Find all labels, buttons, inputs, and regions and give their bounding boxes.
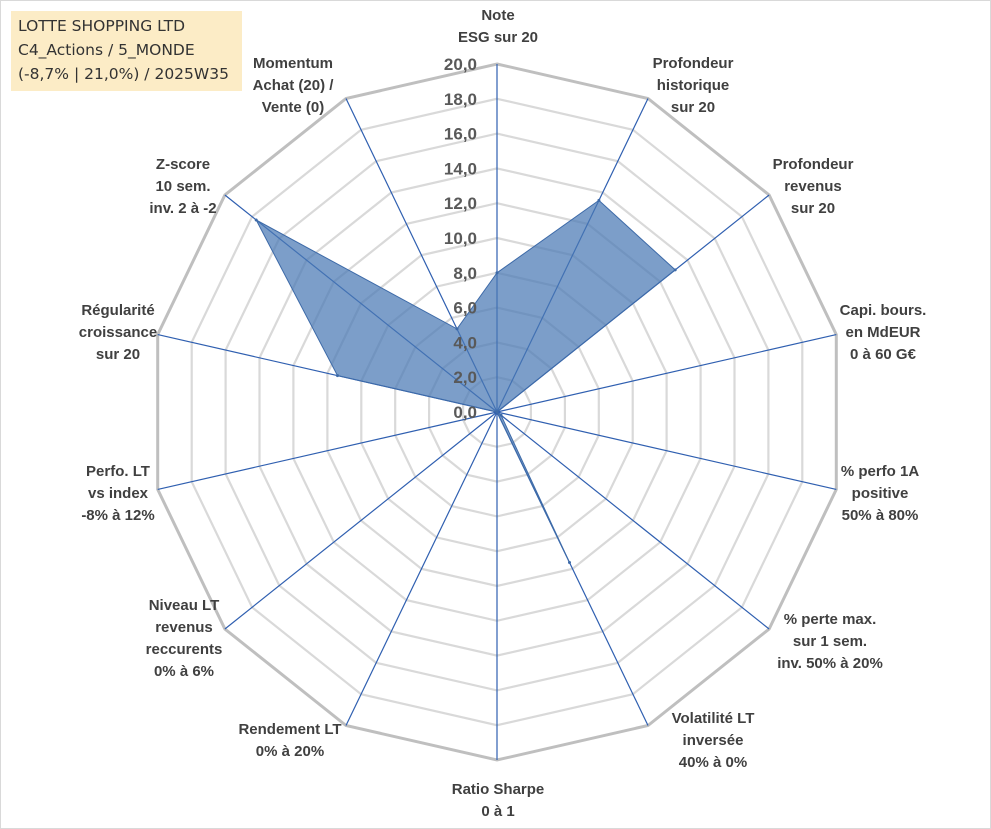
axis-label: Ratio Sharpe 0 à 1 (452, 781, 545, 820)
axis-label: % perfo 1A positive 50% à 80% (841, 463, 920, 524)
axis-label: Capi. bours. en MdEUR 0 à 60 G€ (840, 302, 927, 363)
title-performance: (-8,7% | 21,0%) / 2025W35 (18, 65, 229, 83)
data-point (254, 218, 258, 222)
axis-label: Profondeur historique sur 20 (653, 55, 734, 116)
title-company: LOTTE SHOPPING LTD (18, 17, 186, 35)
title-category: C4_Actions / 5_MONDE (18, 41, 195, 59)
data-point (568, 561, 571, 564)
tick-label: 16,0 (444, 125, 477, 144)
tick-label: 20,0 (444, 55, 477, 74)
axis-label: Rendement LT 0% à 20% (238, 721, 341, 760)
data-point (455, 327, 459, 331)
tick-label: 2,0 (453, 368, 477, 387)
data-point (495, 410, 499, 414)
axis-label: Note ESG sur 20 (458, 7, 538, 46)
axis-label: % perte max. sur 1 sem. inv. 50% à 20% (777, 611, 883, 672)
axis-label: Momentum Achat (20) / Vente (0) (253, 55, 335, 116)
data-point (499, 413, 503, 417)
data-point (495, 271, 499, 275)
tick-label: 6,0 (453, 299, 477, 318)
spoke-line (345, 411, 498, 726)
tick-label: 4,0 (453, 333, 477, 352)
tick-label: 0,0 (453, 403, 477, 422)
spoke-line (496, 411, 770, 630)
axis-label: Volatilité LT inversée 40% à 0% (672, 710, 755, 771)
data-point (597, 198, 601, 202)
axis-label: Profondeur revenus sur 20 (773, 156, 854, 217)
tick-label: 8,0 (453, 264, 477, 283)
tick-label: 14,0 (444, 159, 477, 178)
axis-label: Régularité croissance sur 20 (79, 302, 157, 363)
axis-label: Niveau LT revenus reccurents 0% à 6% (146, 597, 223, 680)
data-point (336, 374, 339, 378)
tick-label: 18,0 (444, 90, 477, 109)
spoke-line (157, 411, 498, 490)
data-point (673, 268, 677, 272)
tick-label: 10,0 (444, 229, 477, 248)
axis-label: Perfo. LT vs index -8% à 12% (81, 463, 154, 524)
tick-label: 12,0 (444, 194, 477, 213)
axis-label: Z-score 10 sem. inv. 2 à -2 (149, 156, 216, 217)
spoke-line (496, 411, 837, 490)
spoke-line (224, 411, 498, 630)
title-box: LOTTE SHOPPING LTD C4_Actions / 5_MONDE … (11, 11, 242, 91)
spoke-line (496, 334, 837, 413)
